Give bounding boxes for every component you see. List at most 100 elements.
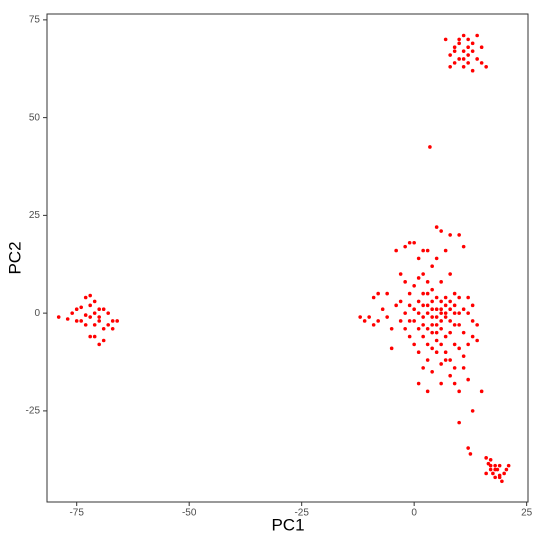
point	[434, 323, 439, 327]
point	[448, 272, 452, 276]
point	[106, 323, 110, 327]
point	[416, 350, 421, 355]
point	[466, 53, 470, 57]
point	[425, 326, 430, 331]
point	[97, 315, 101, 319]
point	[443, 334, 448, 339]
point	[407, 319, 412, 323]
point	[439, 307, 443, 312]
point	[421, 323, 425, 327]
point	[385, 315, 389, 319]
point	[457, 323, 461, 327]
point	[385, 291, 389, 296]
point	[421, 291, 425, 296]
point	[403, 326, 407, 331]
point	[502, 471, 506, 476]
point	[83, 295, 88, 300]
point	[457, 37, 461, 42]
point	[101, 307, 106, 312]
point	[421, 303, 425, 308]
point	[475, 57, 479, 61]
point	[439, 229, 443, 233]
point	[430, 264, 434, 269]
point	[412, 319, 416, 323]
point	[362, 319, 367, 323]
point	[466, 342, 470, 347]
point	[371, 323, 376, 327]
point	[479, 45, 484, 50]
point	[376, 291, 380, 296]
point	[110, 319, 115, 323]
point	[470, 409, 475, 413]
point	[475, 33, 479, 38]
point	[434, 330, 439, 335]
point	[92, 334, 97, 339]
point	[74, 307, 79, 312]
point	[421, 248, 425, 253]
point	[425, 342, 430, 347]
point	[452, 61, 457, 65]
point	[407, 303, 412, 308]
point	[421, 366, 425, 370]
point	[430, 299, 434, 304]
point	[439, 280, 443, 284]
x-tick-label: -50	[182, 508, 197, 519]
point	[497, 475, 502, 480]
point	[412, 342, 416, 347]
point	[443, 37, 448, 42]
point	[101, 338, 106, 343]
point	[466, 446, 470, 450]
point	[497, 463, 502, 468]
point	[443, 315, 448, 319]
point	[448, 64, 452, 69]
point	[484, 456, 488, 460]
point	[110, 326, 115, 331]
point	[398, 272, 403, 276]
point	[493, 467, 497, 472]
point	[421, 272, 425, 276]
point	[416, 326, 421, 331]
point	[434, 315, 439, 319]
point	[484, 471, 488, 476]
point	[74, 319, 79, 323]
point	[398, 319, 403, 323]
point	[394, 303, 398, 308]
point	[443, 311, 448, 315]
point	[488, 463, 493, 468]
point	[416, 381, 421, 386]
point	[470, 303, 475, 308]
point	[470, 49, 475, 53]
point	[457, 233, 461, 237]
y-tick-label: 25	[29, 210, 41, 221]
point	[79, 305, 83, 310]
point	[466, 311, 470, 315]
point	[461, 57, 466, 61]
point	[443, 248, 448, 253]
point	[443, 295, 448, 300]
point	[439, 381, 443, 386]
point	[367, 315, 371, 319]
point	[461, 244, 466, 249]
point	[475, 323, 479, 327]
point	[92, 311, 97, 315]
point	[470, 319, 475, 323]
point	[457, 311, 461, 315]
point	[443, 350, 448, 355]
point	[92, 299, 97, 304]
point	[461, 307, 466, 312]
point	[448, 53, 452, 57]
point	[412, 283, 416, 288]
point	[421, 315, 425, 319]
point	[425, 389, 430, 394]
point	[83, 323, 88, 327]
point	[470, 41, 475, 46]
point	[56, 315, 61, 319]
point	[457, 57, 461, 61]
point	[470, 68, 475, 73]
point	[430, 287, 434, 292]
point	[425, 280, 430, 284]
point	[457, 420, 461, 425]
x-tick-label: -25	[294, 508, 309, 519]
point	[439, 311, 443, 315]
